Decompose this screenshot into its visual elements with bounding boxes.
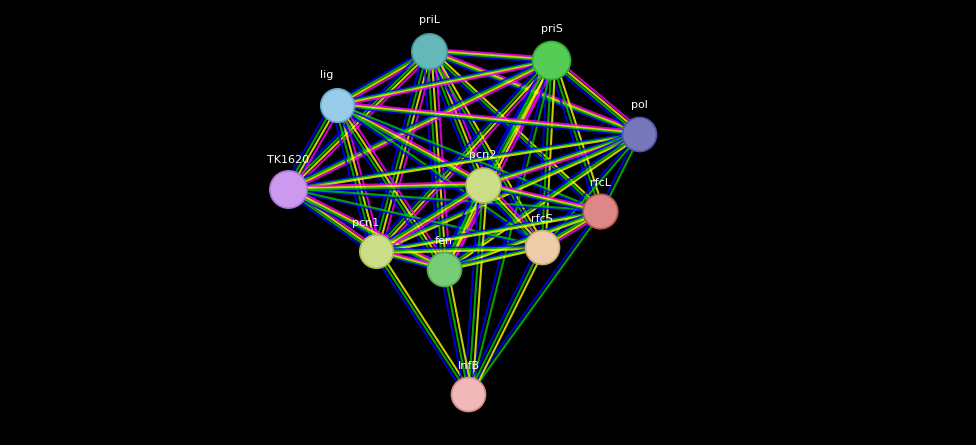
Point	[436, 266, 452, 273]
Point	[280, 186, 296, 193]
Point	[544, 57, 559, 64]
Point	[422, 48, 437, 55]
Point	[475, 181, 491, 188]
Text: priL: priL	[419, 16, 440, 25]
Point	[329, 101, 345, 108]
Text: pcn2: pcn2	[469, 150, 497, 160]
Text: priS: priS	[541, 24, 562, 34]
Text: lig: lig	[320, 70, 334, 80]
Text: rfcS: rfcS	[531, 214, 552, 224]
Point	[592, 208, 608, 215]
Text: fen: fen	[435, 236, 453, 246]
Point	[534, 243, 549, 251]
Text: TK1620: TK1620	[266, 155, 309, 165]
Text: InfB: InfB	[458, 361, 479, 371]
Text: pcn1: pcn1	[352, 218, 380, 228]
Text: pol: pol	[630, 100, 648, 110]
Point	[631, 130, 647, 137]
Text: rfcL: rfcL	[590, 178, 611, 188]
Point	[461, 390, 476, 397]
Point	[368, 248, 384, 255]
